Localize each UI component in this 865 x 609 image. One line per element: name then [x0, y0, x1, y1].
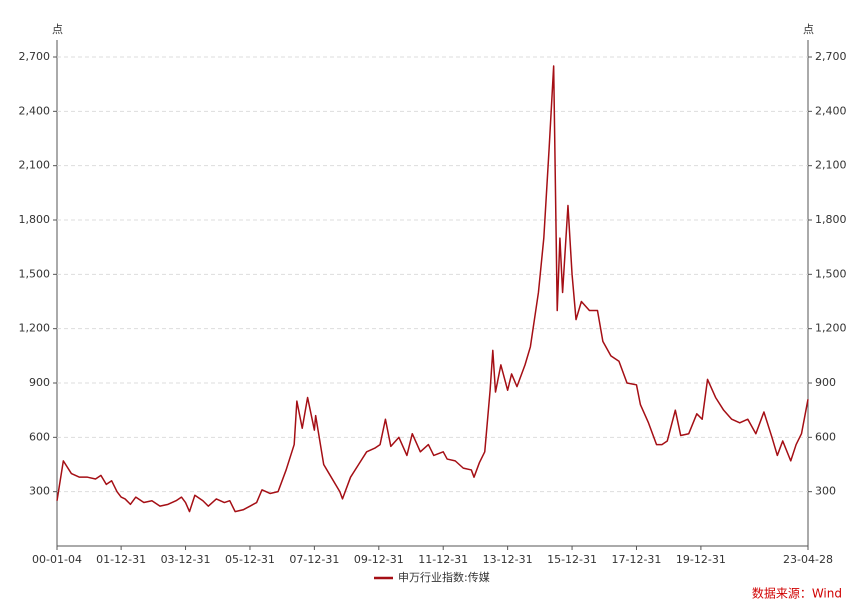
y-tick-label: 300	[29, 485, 50, 498]
y-tick-label: 1,800	[19, 213, 51, 226]
x-tick-label: 11-12-31	[418, 553, 468, 566]
x-tick-label: 13-12-31	[483, 553, 533, 566]
y-tick-label: 900	[29, 376, 50, 389]
y2-tick-label: 1,200	[815, 322, 847, 335]
y-tick-label: 2,100	[19, 159, 51, 172]
y-tick-label: 1,500	[19, 267, 51, 280]
y2-tick-label: 1,500	[815, 267, 847, 280]
x-tick-label: 07-12-31	[289, 553, 339, 566]
y2-tick-label: 900	[815, 376, 836, 389]
x-tick-label: 19-12-31	[676, 553, 726, 566]
line	[56, 65, 809, 513]
y-tick-label: 600	[29, 430, 50, 443]
y2-tick-label: 2,400	[815, 104, 847, 117]
source: 数据来源：Wind	[752, 586, 842, 601]
y2-tick-label: 300	[815, 485, 836, 498]
x-tick-label: 23-04-28	[783, 553, 833, 566]
x-tick-label: 03-12-31	[161, 553, 211, 566]
y2-unit: 点	[803, 23, 814, 36]
y2-tick-label: 2,100	[815, 159, 847, 172]
y-tick-label: 2,400	[19, 104, 51, 117]
y-tick-label: 2,700	[19, 50, 51, 63]
x-tick-label: 00-01-04	[32, 553, 82, 566]
x-tick-label: 17-12-31	[612, 553, 662, 566]
x-tick-label: 01-12-31	[96, 553, 146, 566]
y-unit: 点	[52, 23, 63, 36]
x-tick-label: 05-12-31	[225, 553, 275, 566]
legend-label: 申万行业指数:传媒	[398, 570, 490, 584]
y2-tick-label: 600	[815, 430, 836, 443]
x-tick-label: 09-12-31	[354, 553, 404, 566]
y2-tick-label: 1,800	[815, 213, 847, 226]
y-tick-label: 1,200	[19, 322, 51, 335]
y2-tick-label: 2,700	[815, 50, 847, 63]
x-tick-label: 15-12-31	[547, 553, 597, 566]
